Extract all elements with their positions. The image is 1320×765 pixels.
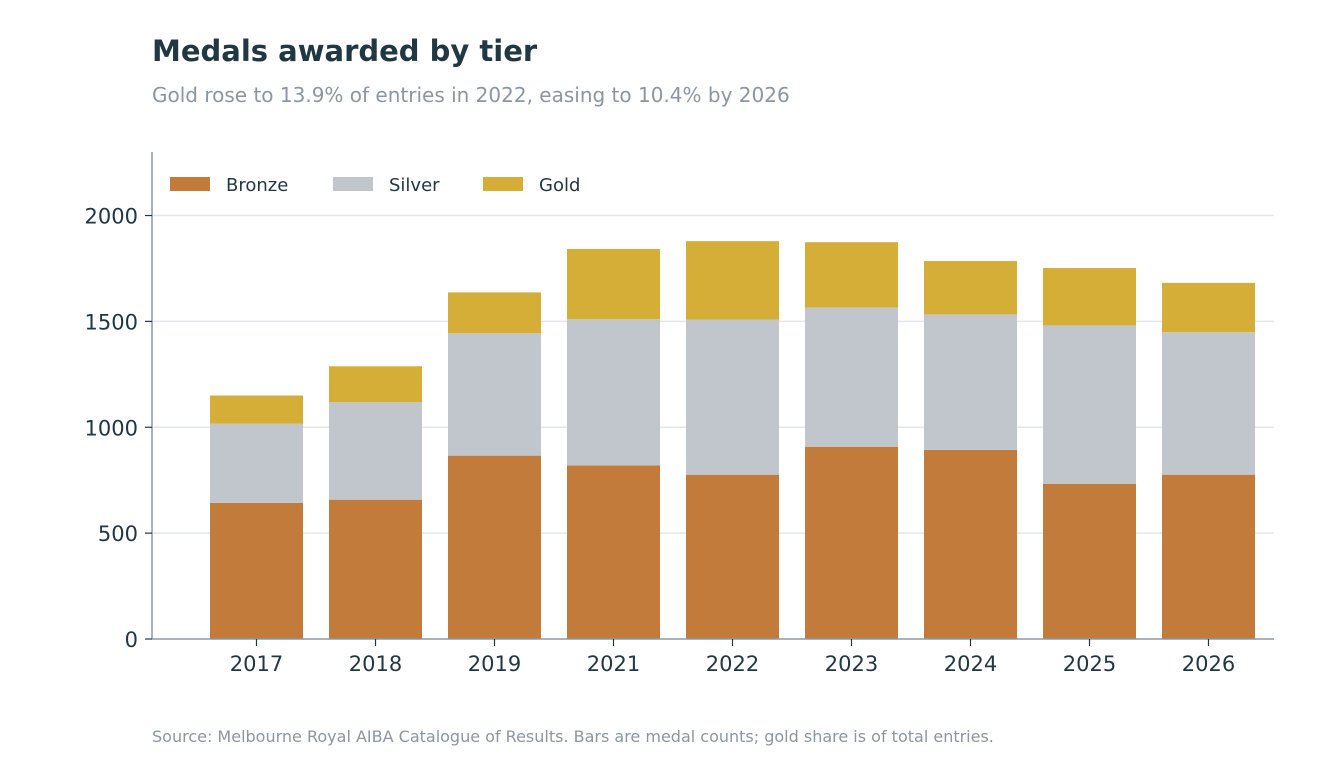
bar-silver-2021 [567, 319, 660, 466]
chart-title: Medals awarded by tier [152, 34, 538, 68]
legend-label-bronze: Bronze [226, 175, 288, 196]
bar-silver-2019 [448, 333, 541, 456]
y-tick-label: 1000 [85, 416, 138, 440]
bar-silver-2018 [329, 402, 422, 500]
bar-gold-2019 [448, 292, 541, 334]
x-tick-label: 2023 [825, 652, 878, 676]
bar-gold-2017 [210, 395, 303, 424]
y-tick-label: 500 [98, 522, 138, 546]
legend-swatch-bronze [170, 177, 210, 191]
x-tick-label: 2021 [587, 652, 640, 676]
source-note: Source: Melbourne Royal AIBA Catalogue o… [152, 727, 994, 746]
x-tick-label: 2022 [706, 652, 759, 676]
legend-label-gold: Gold [539, 175, 580, 196]
bar-bronze-2024 [924, 449, 1017, 639]
legend: Bronze Silver Gold [170, 175, 580, 196]
bar-silver-2022 [686, 319, 779, 475]
bar-silver-2024 [924, 314, 1017, 450]
bar-gold-2018 [329, 366, 422, 403]
y-tick-label: 1500 [85, 310, 138, 334]
x-axis-ticks: 2017 2018 2019 2021 2022 2023 2024 2025 2026 [230, 639, 1235, 676]
bar-bronze-2025 [1043, 483, 1136, 639]
bar-silver-2025 [1043, 325, 1136, 484]
bar-gold-2023 [805, 242, 898, 308]
bars [210, 241, 1255, 639]
bar-gold-2022 [686, 241, 779, 320]
bar-silver-2026 [1162, 332, 1255, 475]
x-tick-label: 2018 [349, 652, 402, 676]
bar-bronze-2021 [567, 465, 660, 639]
bar-gold-2021 [567, 248, 660, 320]
x-tick-label: 2017 [230, 652, 283, 676]
bar-bronze-2018 [329, 499, 422, 639]
bar-silver-2017 [210, 423, 303, 503]
x-tick-label: 2019 [468, 652, 521, 676]
bar-bronze-2017 [210, 502, 303, 639]
bar-gold-2024 [924, 261, 1017, 315]
bar-bronze-2019 [448, 455, 541, 639]
legend-swatch-gold [483, 177, 523, 191]
bar-bronze-2023 [805, 446, 898, 639]
bar-gold-2025 [1043, 268, 1136, 326]
y-tick-label: 0 [125, 628, 138, 652]
x-tick-label: 2026 [1182, 652, 1235, 676]
bar-bronze-2026 [1162, 474, 1255, 639]
axes [151, 152, 1274, 640]
legend-swatch-silver [333, 177, 373, 191]
bar-bronze-2022 [686, 474, 779, 639]
x-tick-label: 2025 [1063, 652, 1116, 676]
bar-silver-2023 [805, 307, 898, 447]
legend-label-silver: Silver [389, 175, 440, 196]
y-axis-ticks: 0 500 1000 1500 2000 [85, 205, 152, 652]
y-tick-label: 2000 [85, 205, 138, 229]
x-tick-label: 2024 [944, 652, 997, 676]
chart-subtitle: Gold rose to 13.9% of entries in 2022, e… [152, 83, 790, 107]
bar-gold-2026 [1162, 282, 1255, 333]
